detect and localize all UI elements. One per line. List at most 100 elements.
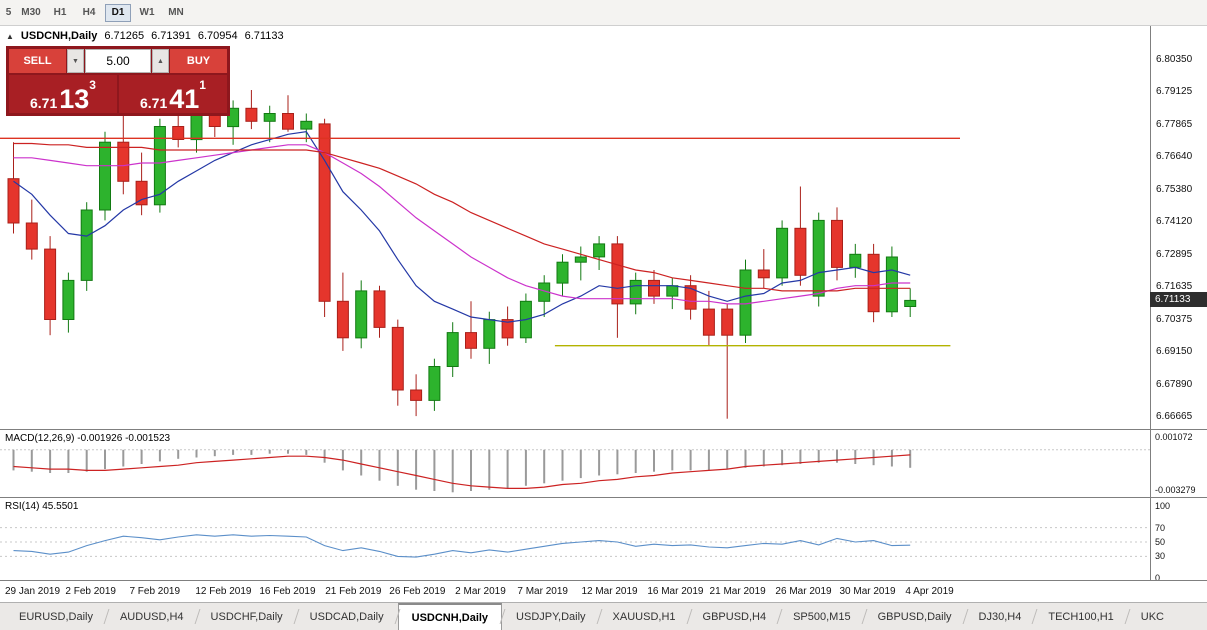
volume-decrease-button[interactable]: ▼ — [67, 49, 84, 73]
ask-price-point: 1 — [199, 78, 206, 92]
time-axis-label: 4 Apr 2019 — [905, 586, 954, 597]
chart-ohlc-header: ▲ USDCNH,Daily 6.71265 6.71391 6.70954 6… — [6, 30, 284, 42]
chart-area: ▲ USDCNH,Daily 6.71265 6.71391 6.70954 6… — [0, 26, 1207, 429]
chart-tab-dj30-h4[interactable]: DJ30,H4 — [978, 610, 1022, 623]
rsi-axis-label: 70 — [1155, 522, 1166, 533]
macd-axis[interactable]: 0.001072 -0.003279 — [1150, 430, 1207, 497]
bid-price-point: 3 — [89, 78, 96, 92]
macd-signal-line — [13, 454, 911, 490]
trade-quotes-row: 6.71 13 3 6.71 41 1 — [9, 75, 227, 113]
time-axis-label: 26 Mar 2019 — [775, 586, 832, 597]
macd-label: MACD(12,26,9) -0.001926 -0.001523 — [5, 433, 171, 444]
rsi-axis-label: 0 — [1155, 573, 1161, 583]
timeframe-button-m30[interactable]: M30 — [21, 7, 41, 18]
price-axis-label: 6.79125 — [1156, 86, 1193, 98]
macd-indicator-chart — [0, 449, 1150, 493]
buy-button[interactable]: BUY — [170, 49, 227, 73]
bid-price-display[interactable]: 6.71 13 3 — [9, 75, 117, 113]
volume-input[interactable] — [85, 49, 151, 73]
time-axis-label: 12 Feb 2019 — [195, 586, 252, 597]
time-axis-label: 30 Mar 2019 — [839, 586, 896, 597]
price-axis-label: 6.69150 — [1156, 346, 1193, 358]
volume-increase-button[interactable]: ▲ — [152, 49, 169, 73]
ohlc-open: 6.71265 — [104, 30, 145, 42]
time-axis-label: 29 Jan 2019 — [5, 586, 61, 597]
time-axis-label: 26 Feb 2019 — [389, 586, 446, 597]
chart-tab-eurusd-daily[interactable]: EURUSD,Daily — [19, 610, 93, 623]
rsi-axis-label: 100 — [1155, 501, 1171, 511]
ohlc-high: 6.71391 — [151, 30, 191, 42]
ask-price-prefix: 6.71 — [140, 95, 168, 111]
time-axis-label: 2 Feb 2019 — [65, 586, 116, 597]
chart-symbol-label: USDCNH,Daily — [20, 30, 98, 42]
symbol-marker-icon: ▲ — [6, 31, 14, 41]
ma-mid-line — [13, 144, 911, 305]
macd-axis-min-label: -0.003279 — [1155, 485, 1196, 495]
price-axis-label: 6.76640 — [1156, 151, 1193, 163]
timeframe-button-d1[interactable]: D1 — [105, 3, 131, 22]
ask-price-display[interactable]: 6.71 41 1 — [119, 75, 227, 113]
chart-tab-gbpusd-h4[interactable]: GBPUSD,H4 — [702, 610, 767, 623]
rsi-axis[interactable]: 100 70 50 30 0 — [1150, 498, 1207, 583]
chart-tab-tech100-h1[interactable]: TECH100,H1 — [1048, 610, 1114, 623]
rsi-axis-label: 30 — [1155, 551, 1166, 562]
timeframe-button-h4[interactable]: H4 — [82, 7, 96, 18]
ma-fast-line — [13, 131, 911, 323]
sell-button[interactable]: SELL — [9, 49, 66, 73]
price-axis-label: 6.77865 — [1156, 118, 1193, 130]
current-price-tag: 6.71133 — [1150, 292, 1207, 308]
price-axis[interactable]: 6.80350 6.79125 6.77865 6.76640 6.75380 6.741… — [1150, 26, 1207, 429]
time-axis-label: 7 Mar 2019 — [517, 586, 568, 597]
chart-tab-usdcnh-daily[interactable]: USDCNH,Daily — [397, 603, 503, 630]
time-axis-label: 7 Feb 2019 — [129, 586, 181, 597]
time-axis-label: 21 Feb 2019 — [325, 586, 382, 597]
rsi-indicator-chart — [0, 527, 1150, 558]
candlestick-series — [7, 82, 917, 419]
price-axis-label: 6.74120 — [1156, 216, 1193, 228]
trade-controls-row: SELL ▼ ▲ BUY — [9, 49, 227, 73]
timeframe-button-h1[interactable]: H1 — [53, 7, 67, 18]
chart-tab-sp500-m15[interactable]: SP500,M15 — [793, 610, 851, 623]
chart-tab-usdcad-daily[interactable]: USDCAD,Daily — [309, 610, 384, 623]
price-axis-label: 6.71635 — [1156, 281, 1193, 293]
chart-tab-usdchf-daily[interactable]: USDCHF,Daily — [210, 610, 283, 623]
time-axis-label: 12 Mar 2019 — [581, 586, 638, 597]
time-axis-label: 2 Mar 2019 — [455, 586, 506, 597]
ohlc-low: 6.70954 — [197, 30, 238, 42]
macd-histogram — [12, 449, 912, 493]
timeframe-button-mn[interactable]: MN — [168, 7, 184, 18]
price-axis-label: 6.75380 — [1156, 183, 1193, 195]
time-axis[interactable]: 29 Jan 2019 2 Feb 2019 7 Feb 2019 12 Feb 20… — [0, 580, 1207, 602]
price-axis-label: 6.72895 — [1156, 248, 1193, 260]
timeframe-button-w1[interactable]: W1 — [139, 7, 155, 18]
candlestick-chart — [0, 82, 960, 419]
ma-slow-line — [13, 142, 911, 292]
timeframe-button-5[interactable]: 5 — [5, 7, 12, 18]
price-axis-label: 6.70375 — [1156, 313, 1193, 325]
chart-tab-audusd-h4[interactable]: AUDUSD,H4 — [119, 610, 184, 623]
chart-tab-xauusd-h1[interactable]: XAUUSD,H1 — [612, 610, 676, 623]
price-axis-label: 6.66665 — [1156, 411, 1193, 422]
chart-tab-bar: EURUSD,Daily AUDUSD,H4 USDCHF,Daily USDCAD,… — [0, 602, 1207, 630]
time-axis-label: 16 Feb 2019 — [259, 586, 316, 597]
chart-tab-gbpusd-daily[interactable]: GBPUSD,Daily — [877, 610, 952, 623]
ohlc-close: 6.71133 — [244, 30, 284, 42]
macd-axis-max-label: 0.001072 — [1155, 432, 1193, 442]
chart-tab-ukc[interactable]: UKC — [1140, 610, 1164, 623]
price-axis-label: 6.80350 — [1156, 54, 1193, 65]
time-axis-label: 21 Mar 2019 — [709, 586, 766, 597]
macd-panel: MACD(12,26,9) -0.001926 -0.001523 0.0010… — [0, 429, 1207, 497]
rsi-panel: RSI(14) 45.5501 100 70 50 30 0 — [0, 497, 1207, 583]
rsi-axis-label: 50 — [1155, 537, 1166, 547]
ask-price-pips: 41 — [169, 84, 200, 114]
bid-price-pips: 13 — [59, 84, 90, 114]
chart-tab-usdjpy-daily[interactable]: USDJPY,Daily — [516, 610, 586, 623]
timeframe-toolbar: 5 M30 H1 H4 D1 W1 MN — [0, 0, 1207, 26]
bid-price-prefix: 6.71 — [30, 95, 58, 111]
price-axis-label: 6.67890 — [1156, 378, 1193, 390]
time-axis-label: 16 Mar 2019 — [647, 586, 704, 597]
rsi-label: RSI(14) 45.5501 — [5, 501, 79, 512]
rsi-line — [13, 534, 911, 558]
